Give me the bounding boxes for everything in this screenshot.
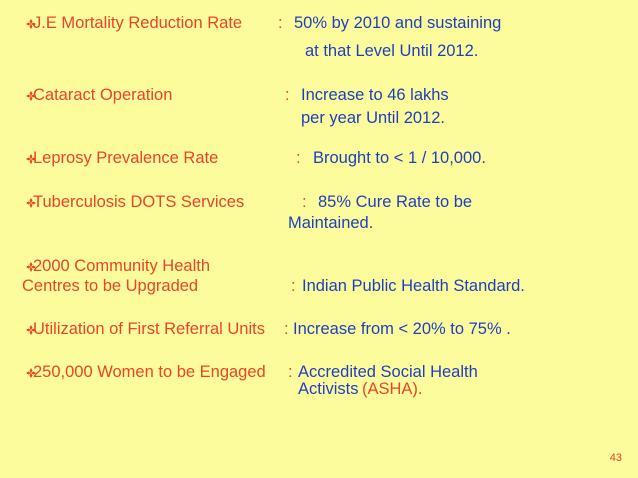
item-value: Increase to 46 lakhs: [301, 86, 449, 104]
item-value: at that Level Until 2012.: [305, 42, 479, 60]
diamond-bullet-icon: [26, 198, 36, 208]
item-separator: :: [302, 193, 307, 211]
item-value: Accredited Social Health: [298, 363, 478, 381]
page-number: 43: [609, 452, 622, 464]
item-value: Maintained.: [288, 214, 374, 232]
item-separator: :: [288, 363, 293, 381]
item-value: per year Until 2012.: [301, 109, 445, 127]
item-label: 250,000 Women to be Engaged: [33, 363, 266, 381]
item-separator: :: [285, 86, 290, 104]
item-separator: :: [291, 277, 296, 295]
diamond-bullet-icon: [26, 325, 36, 335]
item-value: 50% by 2010 and sustaining: [294, 14, 502, 32]
item-label: Leprosy Prevalence Rate: [33, 149, 219, 167]
item-value: Activists: [298, 380, 359, 398]
diamond-bullet-icon: [26, 91, 36, 101]
item-label: Tuberculosis DOTS Services: [33, 193, 245, 211]
item-label: Utilization of First Referral Units: [33, 320, 265, 338]
diamond-bullet-icon: [26, 154, 36, 164]
diamond-bullet-icon: [26, 19, 36, 29]
item-separator: :: [278, 14, 283, 32]
item-value-suffix: (ASHA).: [362, 380, 423, 398]
item-value: 85% Cure Rate to be: [318, 193, 473, 211]
diamond-bullet-icon: [26, 262, 36, 272]
item-label: Cataract Operation: [33, 86, 173, 104]
item-value: Brought to < 1 / 10,000.: [313, 149, 486, 167]
item-separator: :: [296, 149, 301, 167]
item-separator: :: [284, 320, 289, 338]
item-label: 2000 Community Health: [33, 257, 211, 275]
item-label: Centres to be Upgraded: [22, 277, 199, 295]
diamond-bullet-icon: [26, 368, 36, 378]
item-label: J.E Mortality Reduction Rate: [33, 14, 243, 32]
item-value: Indian Public Health Standard.: [302, 277, 525, 295]
item-value: Increase from < 20% to 75% .: [293, 320, 511, 338]
